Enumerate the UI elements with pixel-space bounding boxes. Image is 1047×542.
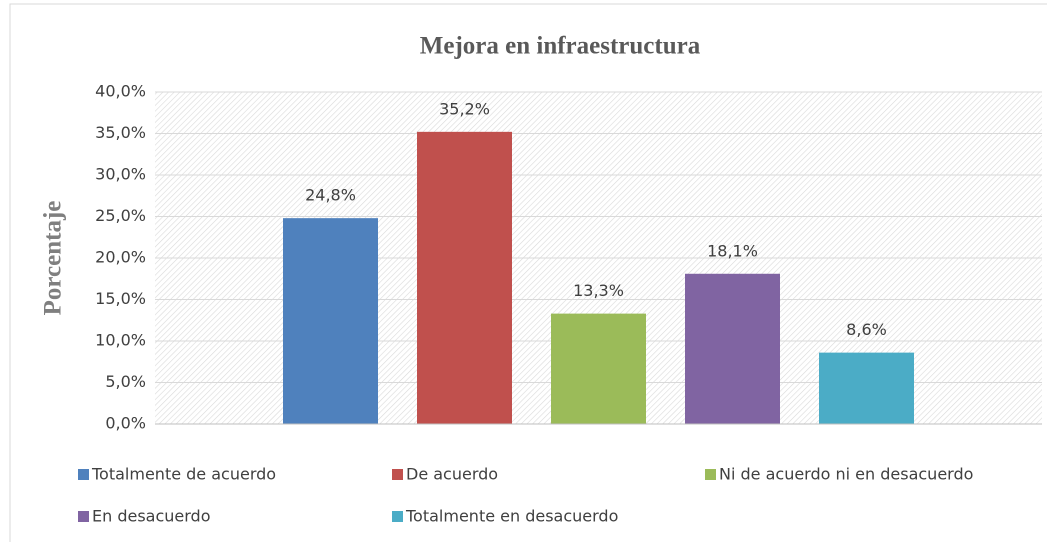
legend-swatch [78,469,89,480]
y-tick-label: 5,0% [105,372,146,391]
data-label: 35,2% [439,99,490,118]
y-tick-label: 0,0% [105,414,146,433]
y-tick-label: 10,0% [95,331,146,350]
data-label: 8,6% [846,320,887,339]
y-tick-label: 20,0% [95,248,146,267]
legend-swatch [78,511,89,522]
bar [283,218,378,424]
legend-swatch [392,469,403,480]
y-tick-label: 25,0% [95,206,146,225]
y-tick-label: 30,0% [95,165,146,184]
data-label: 13,3% [573,281,624,300]
legend-label: Ni de acuerdo ni en desacuerdo [719,465,973,484]
legend-label: De acuerdo [406,465,498,484]
bar [819,352,914,424]
legend-swatch [705,469,716,480]
bar [685,273,780,424]
bar [417,131,512,424]
bar [551,313,646,424]
y-tick-label: 40,0% [95,82,146,101]
chart-title: Mejora en infraestructura [420,33,701,60]
y-tick-label: 35,0% [95,123,146,142]
legend-label: En desacuerdo [92,507,211,526]
y-axis-label: Porcentaje [40,201,67,316]
legend-swatch [392,511,403,522]
y-tick-label: 15,0% [95,289,146,308]
legend-label: Totalmente de acuerdo [91,465,276,484]
data-label: 18,1% [707,241,758,260]
legend-label: Totalmente en desacuerdo [405,507,618,526]
data-label: 24,8% [305,186,356,205]
